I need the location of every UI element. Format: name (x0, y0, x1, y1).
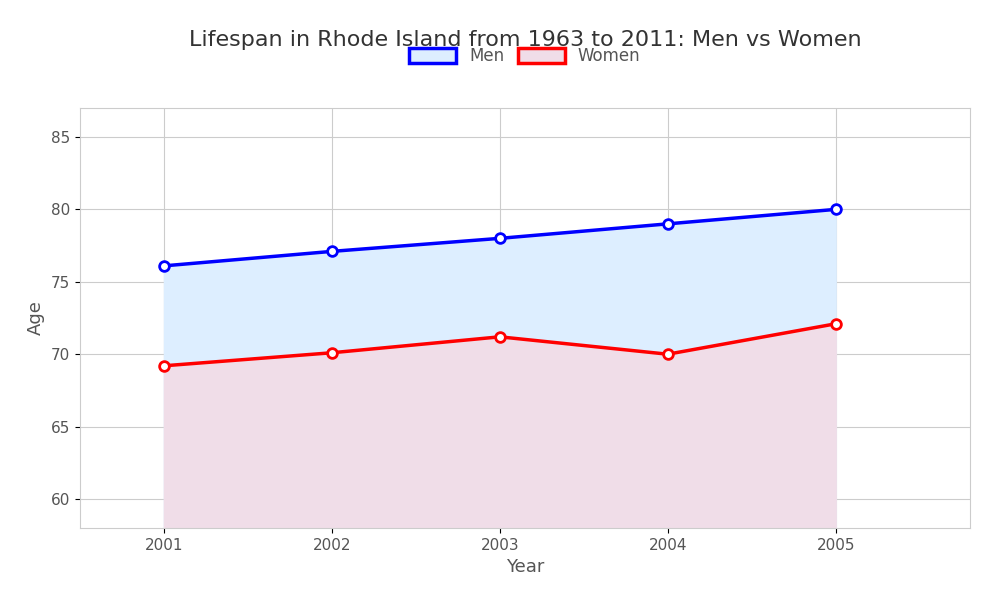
X-axis label: Year: Year (506, 558, 544, 576)
Legend: Men, Women: Men, Women (403, 41, 647, 72)
Y-axis label: Age: Age (27, 301, 45, 335)
Title: Lifespan in Rhode Island from 1963 to 2011: Men vs Women: Lifespan in Rhode Island from 1963 to 20… (189, 29, 861, 49)
